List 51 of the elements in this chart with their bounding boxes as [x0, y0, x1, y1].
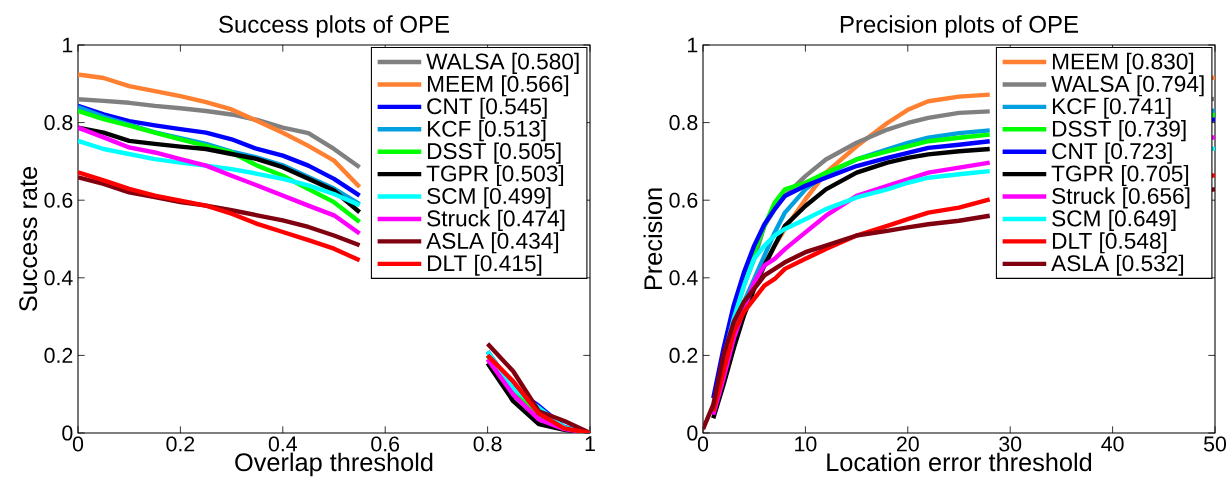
- legend-label: SCM [0.649]: [1052, 209, 1176, 231]
- y-tick-label: 0.2: [669, 347, 698, 363]
- y-tick-label: 0.6: [44, 192, 73, 208]
- legend-label: ASLA [0.532]: [1051, 254, 1184, 276]
- y-axis-title: Success rate: [19, 166, 38, 312]
- x-axis-title: Location error threshold: [827, 452, 1092, 472]
- legend-label: DSST [0.739]: [1052, 120, 1186, 142]
- x-axis-title: Overlap threshold: [235, 452, 433, 477]
- x-tick-label: 0.2: [166, 436, 195, 452]
- chart-title: Success plots of OPE: [219, 15, 449, 38]
- y-tick-label: 0: [687, 425, 698, 441]
- line-series: [78, 72, 362, 190]
- x-tick-label: 20: [897, 436, 919, 452]
- legend-label: TGPR [0.503]: [426, 164, 564, 187]
- legend-label: Struck [0.474]: [427, 209, 565, 231]
- y-tick-label: 0: [62, 425, 73, 441]
- legend-label: WALSA [0.580]: [426, 52, 579, 74]
- chart-title: Precision plots of OPE: [840, 15, 1078, 38]
- legend-label: CNT [0.723]: [1052, 142, 1172, 164]
- y-tick-label: 0.8: [669, 115, 698, 131]
- x-tick-label: 0: [72, 436, 84, 452]
- y-tick-label: 0.2: [44, 347, 73, 363]
- y-tick-label: 1: [688, 37, 698, 53]
- x-tick-label: 40: [1101, 436, 1124, 452]
- legend-label: DLT [0.548]: [1052, 232, 1167, 254]
- x-tick-label: 1: [585, 436, 595, 452]
- x-tick-label: 0.8: [473, 436, 502, 452]
- legend-label: SCM [0.499]: [427, 187, 551, 209]
- x-tick-label: 50: [1204, 436, 1227, 452]
- legend-label: MEEM [0.566]: [427, 75, 569, 97]
- x-tick-label: 30: [999, 436, 1022, 452]
- x-tick-label: 0.4: [268, 436, 297, 452]
- y-tick-label: 1: [63, 37, 73, 53]
- legend-label: TGPR [0.705]: [1051, 164, 1189, 187]
- legend-label: WALSA [0.794]: [1051, 75, 1204, 97]
- y-tick-label: 0.6: [669, 192, 698, 208]
- y-axis-title: Precision: [643, 188, 663, 290]
- y-tick-label: 0.4: [669, 270, 698, 286]
- y-tick-label: 0.4: [44, 270, 73, 286]
- legend-label: MEEM [0.830]: [1052, 52, 1194, 74]
- y-tick-label: 0.8: [44, 115, 73, 131]
- legend-label: ASLA [0.434]: [426, 232, 559, 254]
- legend-label: Struck [0.656]: [1052, 187, 1190, 209]
- x-tick-label: 10: [795, 436, 817, 452]
- x-tick-label: 0: [697, 436, 709, 452]
- x-tick-label: 0.6: [371, 436, 400, 452]
- legend-label: KCF [0.741]: [1052, 97, 1171, 119]
- legend-label: DSST [0.505]: [427, 142, 561, 164]
- legend-label: KCF [0.513]: [427, 120, 546, 142]
- legend-label: CNT [0.545]: [427, 97, 547, 119]
- legend-label: DLT [0.415]: [427, 254, 542, 276]
